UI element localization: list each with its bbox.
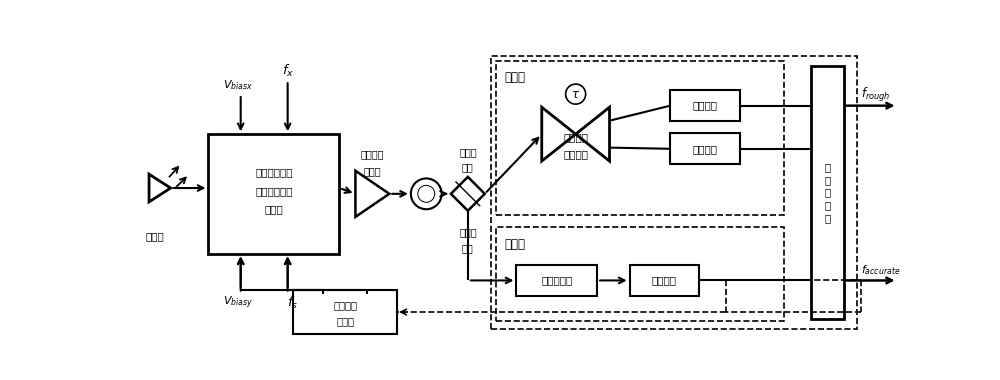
Text: 偏振复用双平: 偏振复用双平 — [255, 167, 293, 177]
Text: 掺铒光纤: 掺铒光纤 — [361, 149, 384, 159]
Text: 尔干涉仪: 尔干涉仪 — [563, 149, 588, 159]
Text: $f_{rough}$: $f_{rough}$ — [861, 86, 890, 104]
Text: 偏振控: 偏振控 — [459, 227, 477, 238]
Bar — [811, 66, 844, 319]
Text: $f_s$: $f_s$ — [287, 295, 298, 311]
Text: $f_x$: $f_x$ — [282, 63, 294, 79]
Text: 频
谱
分
析
仪: 频 谱 分 析 仪 — [824, 162, 831, 223]
Bar — [630, 265, 699, 296]
Text: $f_{accurate}$: $f_{accurate}$ — [861, 263, 900, 277]
Text: 放大器: 放大器 — [364, 166, 381, 176]
Bar — [491, 55, 857, 329]
Text: 光功率计: 光功率计 — [692, 101, 718, 111]
Bar — [516, 265, 597, 296]
Text: 光电探测器: 光电探测器 — [541, 276, 572, 285]
Text: 制器: 制器 — [462, 243, 474, 253]
Text: 调制器: 调制器 — [264, 204, 283, 214]
Text: 光功率计: 光功率计 — [692, 144, 718, 154]
Text: $V_{biasy}$: $V_{biasy}$ — [223, 294, 253, 311]
Text: 电功率计: 电功率计 — [652, 276, 677, 285]
Text: 精测频: 精测频 — [505, 238, 526, 251]
Text: 偏振分: 偏振分 — [459, 147, 477, 157]
Bar — [670, 133, 740, 164]
Text: 激光器: 激光器 — [145, 231, 164, 241]
Bar — [670, 90, 740, 121]
Bar — [293, 290, 397, 334]
Text: 马赫曾德: 马赫曾德 — [563, 132, 588, 142]
Text: $V_{biasx}$: $V_{biasx}$ — [223, 78, 253, 92]
Text: 发生器: 发生器 — [336, 316, 354, 326]
Text: 粗测频: 粗测频 — [505, 71, 526, 84]
Bar — [496, 61, 784, 215]
Bar — [496, 227, 784, 321]
Text: 行马赫曾德尔: 行马赫曾德尔 — [255, 186, 293, 196]
Text: 任意波形: 任意波形 — [333, 300, 357, 310]
Bar — [208, 134, 339, 253]
Text: $\tau$: $\tau$ — [571, 88, 580, 101]
Text: 束器: 束器 — [462, 163, 474, 173]
